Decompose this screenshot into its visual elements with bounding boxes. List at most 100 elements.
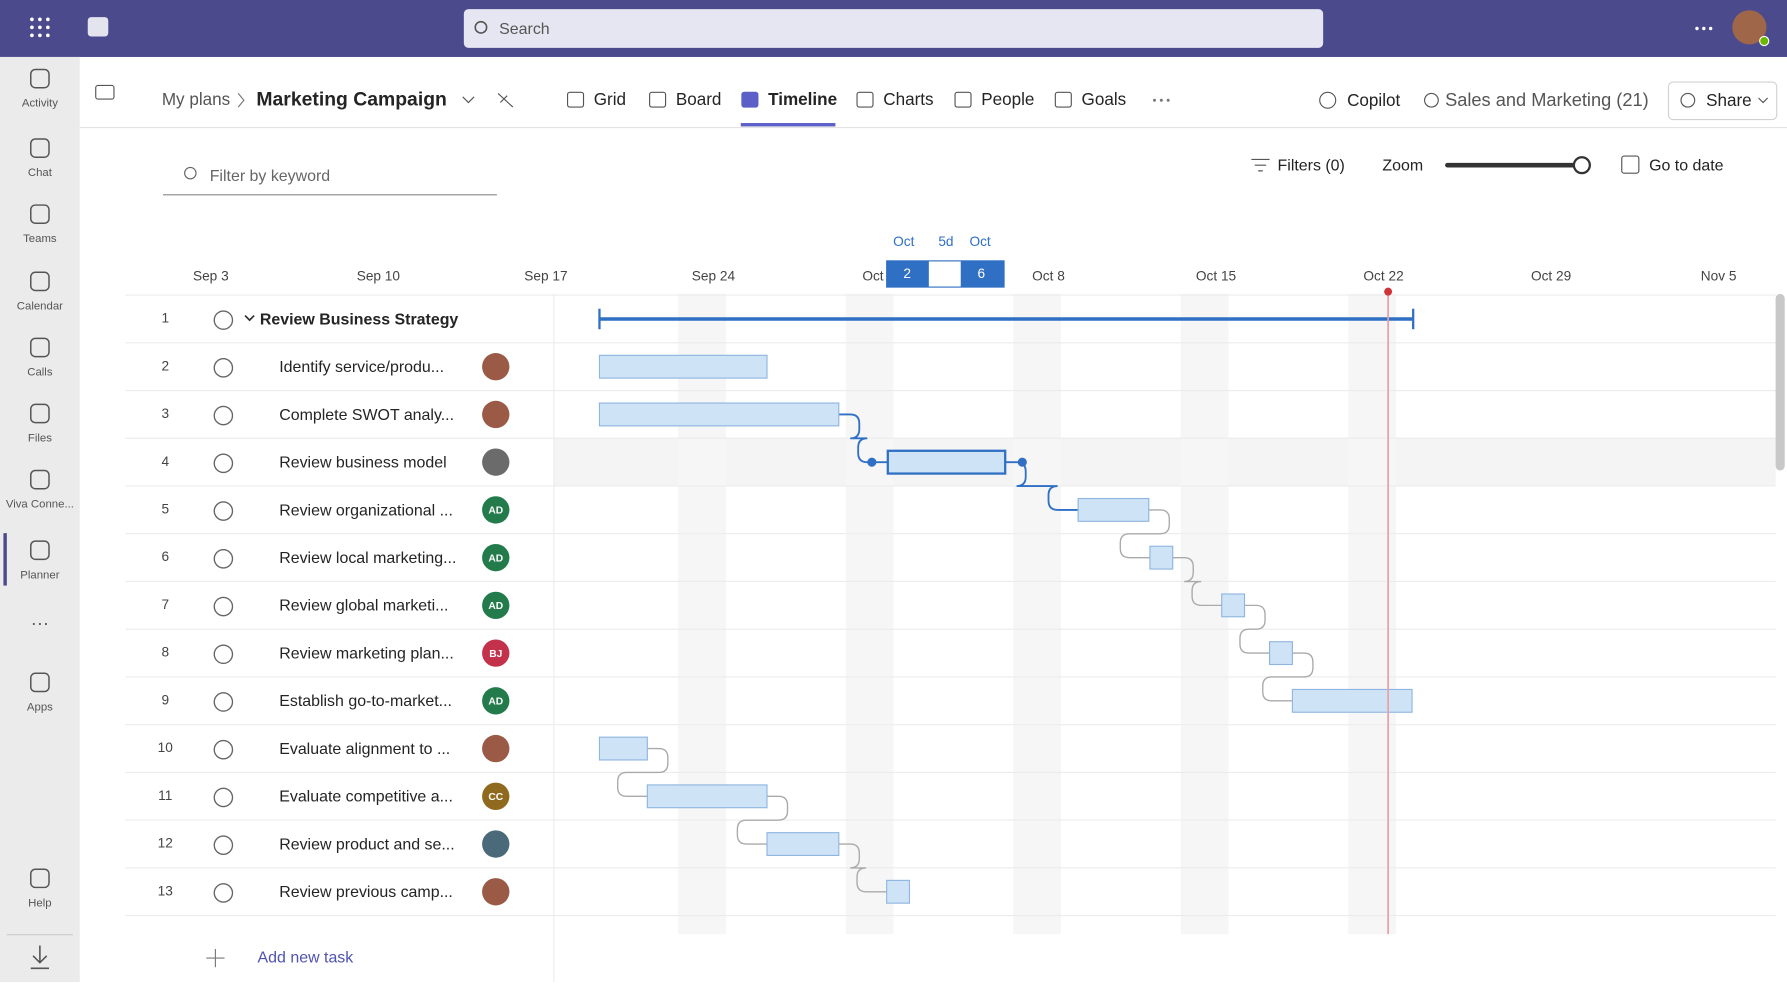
assignee-photo (482, 448, 510, 476)
task-bar[interactable] (1221, 593, 1246, 618)
task-name[interactable]: Review previous camp... (279, 884, 453, 901)
app-launcher[interactable] (30, 17, 50, 38)
assignee-avatar (482, 543, 510, 572)
tab[interactable]: Board (676, 90, 722, 109)
task-checkbox[interactable] (213, 692, 234, 712)
task-name[interactable]: Review Business Strategy (260, 311, 459, 328)
task-checkbox[interactable] (213, 501, 234, 521)
task-bar[interactable] (886, 449, 1007, 475)
filters[interactable]: Filters (0) (1278, 158, 1345, 175)
task-checkbox[interactable] (213, 835, 234, 855)
task-bar[interactable] (1077, 497, 1150, 522)
plan-dropdown[interactable] (462, 96, 475, 104)
task-checkbox[interactable] (213, 548, 234, 569)
drag-handle[interactable] (867, 457, 877, 467)
more-options[interactable] (1695, 26, 1713, 31)
share-button[interactable] (1667, 81, 1778, 121)
collapse-icon[interactable] (95, 84, 115, 100)
search-icon (474, 20, 488, 34)
task-checkbox[interactable] (213, 453, 234, 474)
task-name[interactable]: Review local marketing... (279, 550, 456, 567)
task-name[interactable]: Review marketing plan... (279, 645, 454, 662)
rail-icon[interactable] (30, 672, 50, 693)
tab-more[interactable] (1153, 98, 1170, 102)
assignee-initials: AD (488, 601, 503, 612)
tab[interactable]: Grid (594, 90, 626, 109)
task-bar[interactable] (1291, 688, 1413, 713)
task-bar[interactable] (1269, 641, 1293, 666)
rail-label[interactable]: Calendar (17, 300, 63, 312)
rail-label[interactable]: Activity (22, 98, 58, 110)
assignee-initials: BJ (489, 649, 502, 660)
task-name[interactable]: Complete SWOT analy... (279, 407, 454, 424)
task-bar[interactable] (598, 736, 648, 761)
tab[interactable]: Timeline (768, 90, 837, 109)
rail-icon[interactable] (30, 204, 50, 225)
rail-label[interactable]: Chat (28, 167, 53, 179)
task-name[interactable]: Evaluate alignment to ... (279, 741, 450, 758)
rail-icon[interactable] (30, 68, 50, 89)
tab[interactable]: Charts (883, 90, 933, 109)
pin-icon[interactable] (497, 92, 514, 108)
download-icon[interactable] (30, 945, 50, 970)
rail-icon[interactable] (30, 540, 50, 561)
rail-label[interactable]: Help (28, 897, 51, 909)
task-checkbox[interactable] (213, 310, 234, 330)
rail-icon[interactable] (30, 271, 50, 292)
filter-search-icon (184, 166, 197, 180)
task-name[interactable]: Review organizational ... (279, 502, 453, 519)
task-name[interactable]: Establish go-to-market... (279, 693, 452, 710)
task-bar[interactable] (766, 832, 840, 857)
rail-label[interactable]: Viva Conne... (6, 499, 74, 511)
tab[interactable]: People (981, 90, 1034, 109)
search-box[interactable] (463, 9, 1324, 48)
task-bar[interactable] (598, 354, 768, 379)
add-task[interactable]: Add new task (258, 949, 354, 966)
task-name[interactable]: Review product and se... (279, 836, 454, 853)
task-bar[interactable] (598, 402, 840, 427)
rail-label[interactable]: Apps (27, 701, 53, 713)
task-checkbox[interactable] (213, 596, 234, 617)
task-checkbox[interactable] (213, 883, 234, 903)
rail-icon[interactable] (30, 403, 50, 424)
tab[interactable]: Goals (1082, 90, 1127, 109)
copilot[interactable]: Copilot (1347, 91, 1400, 110)
task-bar[interactable] (1149, 545, 1174, 570)
task-name[interactable]: Review business model (279, 455, 446, 472)
task-name[interactable]: Evaluate competitive a... (279, 789, 453, 806)
task-checkbox[interactable] (213, 739, 234, 760)
rail-label[interactable]: Files (28, 433, 52, 445)
task-bar[interactable] (646, 784, 768, 809)
rail-label[interactable]: Calls (27, 367, 53, 379)
weekend-band (845, 293, 894, 935)
rail-icon[interactable] (30, 138, 50, 158)
go-to-date[interactable]: Go to date (1649, 158, 1724, 175)
breadcrumb[interactable]: My plans (162, 90, 230, 109)
plan-title[interactable]: Marketing Campaign (256, 88, 446, 110)
task-name[interactable]: Identify service/produ... (279, 359, 444, 376)
task-checkbox[interactable] (213, 405, 234, 426)
rail-more[interactable]: ··· (31, 612, 49, 633)
rail-label[interactable]: Planner (20, 569, 59, 581)
task-name[interactable]: Review global marketi... (279, 598, 448, 615)
selection-month: Oct (969, 234, 990, 249)
group-chevron[interactable] (244, 314, 255, 322)
drag-handle[interactable] (1017, 457, 1027, 467)
selection-day: 6 (977, 266, 985, 281)
task-number: 8 (161, 645, 169, 660)
rail-icon[interactable] (30, 469, 50, 490)
task-checkbox[interactable] (213, 787, 234, 808)
rail-icon[interactable] (30, 868, 50, 889)
task-checkbox[interactable] (213, 358, 234, 378)
group-name[interactable]: Sales and Marketing (21) (1445, 89, 1649, 110)
filter-input[interactable]: Filter by keyword (210, 168, 330, 185)
rail-label[interactable]: Teams (23, 233, 57, 245)
task-checkbox[interactable] (213, 644, 234, 665)
zoom-thumb[interactable] (1572, 156, 1591, 175)
rail-icon[interactable] (30, 337, 50, 358)
task-bar[interactable] (886, 879, 911, 904)
profile-avatar[interactable] (1732, 10, 1767, 45)
task-number: 3 (161, 406, 169, 421)
